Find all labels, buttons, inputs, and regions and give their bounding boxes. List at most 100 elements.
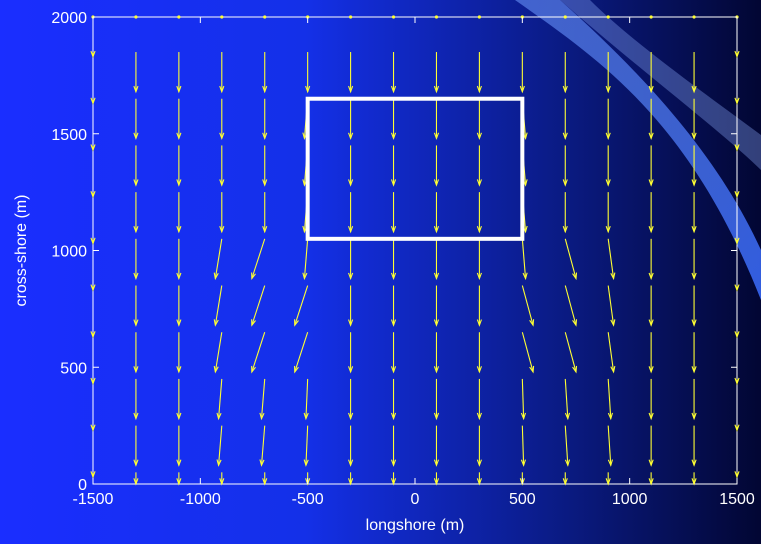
- vector-arrowhead: [564, 412, 571, 421]
- vector-dot: [649, 15, 653, 19]
- vector-arrowhead: [734, 144, 740, 152]
- vector-dot: [391, 15, 396, 19]
- y-tick-label: 2000: [51, 10, 87, 27]
- x-axis-label: longshore (m): [366, 517, 465, 534]
- vector-arrowhead: [259, 459, 265, 467]
- vector-arrowhead: [133, 366, 139, 374]
- vector-arrowhead: [259, 412, 265, 421]
- vector-arrowhead: [176, 85, 182, 94]
- vector-arrowhead: [251, 319, 256, 327]
- vector-arrowhead: [133, 132, 139, 141]
- vector-arrowhead: [219, 85, 225, 94]
- y-tick-label: 1500: [51, 127, 87, 144]
- vector-arrow: [214, 332, 223, 373]
- vector-arrowhead: [348, 272, 354, 281]
- vector-arrowhead: [90, 284, 96, 292]
- vector-arrowhead: [572, 365, 578, 374]
- study-region-rectangle: [305, 96, 525, 241]
- vector-arrowhead: [176, 412, 182, 421]
- vector-arrowhead: [348, 225, 354, 234]
- vector-arrowhead: [262, 132, 268, 141]
- vector-arrowhead: [734, 97, 740, 105]
- vector-arrow: [214, 238, 223, 279]
- vector-arrowhead: [176, 179, 182, 187]
- vector-arrowhead: [734, 424, 740, 432]
- vector-arrow: [218, 378, 223, 419]
- vector-arrowhead: [734, 237, 740, 246]
- vector-arrowhead: [133, 85, 139, 94]
- vector-arrowhead: [90, 144, 96, 152]
- vector-arrowhead: [90, 377, 96, 386]
- decorative-swoosh: [515, 0, 761, 300]
- vector-arrowhead: [648, 366, 654, 374]
- vector-arrowhead: [90, 471, 96, 479]
- vector-arrow: [214, 285, 223, 326]
- vector-arrowhead: [433, 366, 440, 374]
- vector-arrowhead: [348, 132, 354, 141]
- vector-arrowhead: [133, 272, 139, 281]
- vector-arrowhead: [348, 319, 354, 327]
- vector-arrowhead: [348, 85, 354, 94]
- x-tick-label: 500: [509, 491, 536, 508]
- vector-arrowhead: [562, 478, 568, 486]
- vector-arrowhead: [691, 412, 697, 421]
- vector-arrowhead: [529, 365, 535, 374]
- vector-arrowhead: [476, 319, 482, 327]
- vector-arrowhead: [305, 85, 311, 94]
- vector-arrowhead: [133, 225, 139, 234]
- vector-arrowhead: [476, 272, 482, 281]
- vector-arrowhead: [605, 179, 611, 187]
- vector-arrowhead: [90, 97, 96, 105]
- vector-arrowhead: [519, 85, 525, 94]
- vector-arrowhead: [348, 412, 354, 421]
- vector-arrowhead: [476, 225, 482, 234]
- vector-arrowhead: [564, 459, 571, 467]
- vector-arrow: [260, 425, 266, 466]
- x-tick-label: -1000: [180, 491, 221, 508]
- vector-arrowhead: [390, 272, 397, 281]
- vector-arrowhead: [562, 132, 568, 141]
- vector-arrowhead: [262, 85, 268, 94]
- vector-arrowhead: [219, 478, 225, 486]
- vector-arrowhead: [133, 478, 139, 486]
- vector-field: [90, 15, 740, 486]
- vector-arrowhead: [607, 412, 613, 421]
- vector-arrowhead: [691, 85, 697, 94]
- vector-arrowhead: [262, 225, 268, 234]
- y-tick-label: 1000: [51, 244, 87, 261]
- vector-arrowhead: [216, 459, 222, 467]
- vector-dot: [692, 15, 696, 19]
- vector-arrow: [564, 425, 569, 466]
- vector-arrowhead: [734, 50, 740, 59]
- x-tick-label: -500: [292, 491, 324, 508]
- vector-arrowhead: [433, 179, 440, 187]
- vector-arrowhead: [303, 412, 309, 421]
- vector-arrowhead: [176, 225, 182, 234]
- vector-arrowhead: [648, 478, 654, 486]
- vector-arrowhead: [648, 272, 654, 281]
- vector-arrowhead: [390, 132, 397, 141]
- vector-arrow: [607, 425, 612, 466]
- vector-arrow: [303, 238, 309, 279]
- vector-dot: [177, 15, 181, 19]
- vector-arrow: [521, 238, 527, 279]
- vector-arrowhead: [476, 179, 482, 187]
- vector-arrowhead: [605, 132, 611, 141]
- region-box: [305, 96, 525, 241]
- vector-arrowhead: [648, 459, 654, 467]
- vector-arrowhead: [605, 85, 611, 94]
- vector-arrowhead: [691, 459, 697, 467]
- vector-arrow: [260, 378, 266, 419]
- vector-arrowhead: [610, 272, 616, 281]
- vector-arrowhead: [734, 377, 740, 386]
- vector-arrowhead: [213, 365, 219, 374]
- vector-arrowhead: [433, 132, 440, 141]
- vector-arrowhead: [390, 412, 397, 421]
- vector-arrowhead: [476, 412, 482, 421]
- vector-arrowhead: [520, 412, 527, 421]
- vector-dot: [477, 15, 481, 19]
- vector-arrowhead: [219, 179, 225, 187]
- vector-arrowhead: [691, 132, 697, 141]
- vector-arrow: [607, 332, 615, 372]
- vector-arrowhead: [90, 50, 96, 59]
